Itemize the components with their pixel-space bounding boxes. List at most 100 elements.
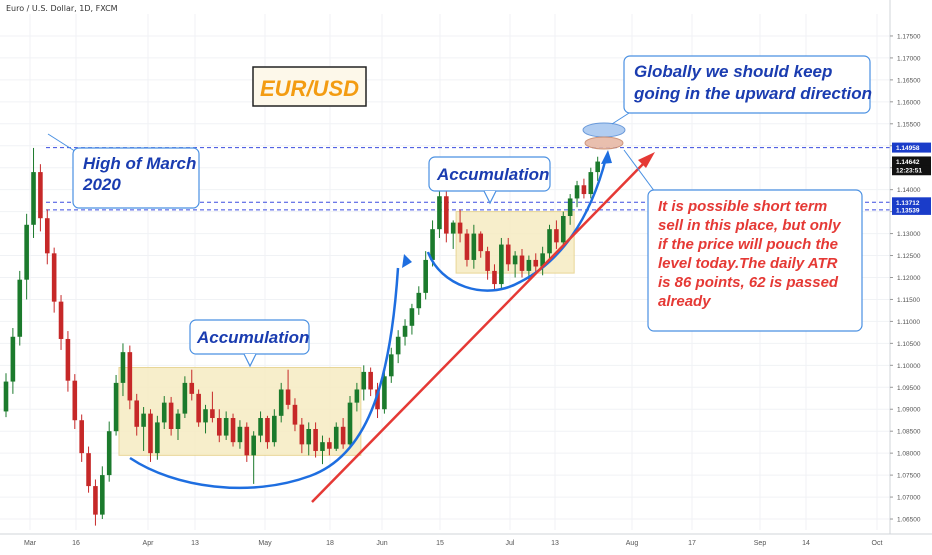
high-march-callout-box [72,147,200,209]
candle-body [148,413,153,454]
price-tick-label: 1.11500 [897,297,920,304]
price-axis-background [890,0,932,550]
candle-body [155,422,160,454]
candle-body [464,233,470,260]
global-callout-text: going in the upward direction [633,84,872,103]
candle-body [203,409,208,423]
candle-body [471,233,477,260]
symbol-label-box [252,66,367,107]
price-tick-label: 1.06500 [897,517,921,524]
price-tick-label: 1.16500 [897,77,921,84]
candle-body [340,426,346,445]
high-march-callout-text: 2020 [82,175,121,194]
candle-body [375,389,380,410]
candle-body [223,418,229,436]
candle-body [251,435,256,456]
candle-body [382,376,387,410]
candle-body [533,259,539,267]
price-tick-label: 1.10000 [897,363,921,370]
candle-body [161,402,167,423]
candle-body [100,475,105,515]
symbol-label-text: EUR/USD [260,76,359,101]
candle-body [79,420,84,454]
candle-body [72,380,78,421]
candle-body [567,198,573,217]
candle-body [368,371,373,390]
price-tick-label: 1.16000 [897,99,921,106]
price-tick-label: 1.14000 [897,187,921,194]
price-label-text: 1.13539 [896,207,920,214]
candle-body [182,382,188,414]
price-tick-label: 1.10500 [897,341,921,348]
price-tick-label: 1.09000 [897,407,921,414]
price-tick-label: 1.12000 [897,275,921,282]
price-label-box [892,204,931,215]
price-tick-label: 1.07500 [897,473,921,480]
candle-body [292,404,298,425]
time-tick-label: Apr [143,540,155,547]
callout-pointer [623,149,659,197]
curve-arrowhead [402,254,412,268]
candle-body [31,172,36,225]
candle-body [258,418,263,436]
candle-body [320,442,325,451]
candle-body [423,259,428,293]
candle-body [127,352,133,401]
time-tick-label: 13 [551,540,559,547]
candle-body [210,409,215,419]
price-tick-label: 1.12500 [897,253,921,260]
price-label-text: 12:23:51 [896,168,922,175]
candle-body [444,196,449,234]
candle-body [499,244,504,285]
upper-curve [426,157,608,292]
time-tick-label: 13 [191,540,199,547]
candle-body [526,259,532,271]
candle-body [93,486,98,515]
candle-body [457,222,463,234]
candle-body [560,216,566,243]
price-label-text: 1.14642 [896,159,920,166]
price-tick-label: 1.13000 [897,231,921,238]
candle-body [196,393,201,423]
candle-body [10,336,16,382]
time-tick-label: Oct [872,540,883,547]
candle-body [354,389,360,403]
time-tick-label: 15 [436,540,444,547]
candle-body [17,279,23,337]
candle-body [106,431,112,476]
price-tick-label: 1.17500 [897,33,921,40]
candle-body [113,382,119,432]
candle-body [540,253,545,267]
price-label-box [892,142,931,153]
time-tick-label: Mar [24,540,37,547]
candle-body [265,418,270,443]
candle-body [230,418,236,443]
trend-arrowhead [638,152,655,168]
price-label-text: 1.14958 [896,145,920,152]
candle-body [244,426,250,456]
candle-body [595,161,600,173]
short-term-callout-text: already [658,293,711,310]
candle-body [361,371,367,390]
candle-body [327,442,332,449]
curve-arrowhead [601,150,612,164]
candle-body [333,426,339,449]
candle-body [492,270,497,285]
candle-body [175,413,181,429]
candle-body [554,229,559,243]
candle-body [547,229,552,254]
candle-body [44,218,50,254]
candle-body [478,233,484,252]
candle-body [189,382,195,394]
short-term-callout-text: level today.The daily ATR [658,255,838,272]
short-term-callout-text: sell in this place, but only [658,217,841,234]
candle-body [395,336,401,355]
candle-body [388,354,394,377]
price-label-text: 1.13712 [896,200,920,207]
candle-body [347,402,353,445]
candle-body [51,253,57,302]
time-tick-label: Jun [376,540,387,547]
global-callout-box [623,55,871,114]
short-term-callout-text: It is possible short term [658,198,827,215]
